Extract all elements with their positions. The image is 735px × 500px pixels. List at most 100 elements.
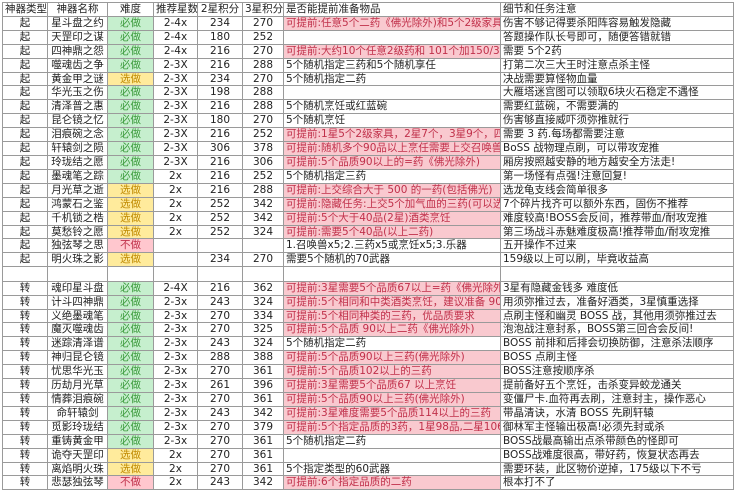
cell-prep-items[interactable]: 可提前:5个品质90以上的=药《佛光除外) <box>283 154 501 170</box>
cell-prep-items[interactable]: 可提前:上交综合大于 500 的一药(包括佛光) <box>283 182 501 198</box>
cell-three-star-score[interactable]: 361 <box>242 461 284 477</box>
cell-notes[interactable]: 需要 5个2药 <box>500 43 734 59</box>
cell-prep-items[interactable]: 可提前:5个品质90以上三药(佛光除外) <box>283 391 501 407</box>
cell-artifact-type[interactable]: 转 <box>2 294 48 310</box>
cell-prep-items[interactable]: 5个随机指定二药 <box>283 433 501 449</box>
cell-two-star-score[interactable]: 252 <box>197 210 243 226</box>
cell-recommended-stars[interactable]: 2-3x <box>153 391 198 407</box>
cell-notes[interactable]: 需要环装，此区物价逆掉，175级以下不亏 <box>500 461 734 477</box>
cell-artifact-type[interactable]: 转 <box>2 419 48 435</box>
cell-notes[interactable]: BOSS战最高输出点杀带颜色的怪即可 <box>500 433 734 449</box>
cell-difficulty[interactable]: 必做 <box>107 433 154 449</box>
cell-difficulty[interactable]: 必做 <box>107 168 154 184</box>
cell-two-star-score[interactable]: 243 <box>197 294 243 310</box>
cell-notes[interactable]: 需要 3 药.每场都需要注意 <box>500 127 734 143</box>
cell-three-star-score[interactable]: 379 <box>242 419 284 435</box>
cell-recommended-stars[interactable]: 2x <box>153 475 198 491</box>
cell-two-star-score[interactable]: 288 <box>197 350 243 366</box>
cell-two-star-score[interactable]: 180 <box>197 29 243 45</box>
cell-difficulty[interactable]: 选做 <box>107 71 154 87</box>
cell-artifact-name[interactable]: 迷踪清泽谱 <box>47 336 108 352</box>
cell-prep-items[interactable]: 可提前:5个品质90以上三药(佛光除外) <box>283 350 501 366</box>
cell-three-star-score[interactable]: 324 <box>242 224 284 240</box>
cell-difficulty[interactable]: 必做 <box>107 99 154 115</box>
cell-notes[interactable]: 伤害够直接威吓须弥推就行 <box>500 113 734 129</box>
cell-difficulty[interactable]: 必做 <box>107 113 154 129</box>
cell-recommended-stars[interactable] <box>153 238 198 254</box>
cell-artifact-name[interactable]: 莫愁铃之愿 <box>47 224 108 240</box>
cell-difficulty[interactable]: 必做 <box>107 405 154 421</box>
cell-three-star-score[interactable]: 378 <box>242 141 284 156</box>
column-header-two-star-score[interactable]: 2星积分 <box>197 2 243 17</box>
cell-artifact-type[interactable]: 转 <box>2 336 48 352</box>
cell-artifact-type[interactable]: 转 <box>2 364 48 380</box>
column-header-artifact-type[interactable]: 神器类型 <box>2 2 48 17</box>
cell-difficulty[interactable]: 必做 <box>107 350 154 366</box>
cell-artifact-type[interactable]: 转 <box>2 475 48 491</box>
cell-artifact-name[interactable]: 鸿蒙石之鉴 <box>47 196 108 212</box>
cell-two-star-score[interactable]: 198 <box>197 85 243 101</box>
cell-two-star-score[interactable]: 243 <box>197 475 243 491</box>
cell-prep-items[interactable] <box>283 85 501 101</box>
cell-two-star-score[interactable]: 270 <box>197 322 243 338</box>
empty-cell[interactable] <box>153 266 198 282</box>
cell-recommended-stars[interactable]: 2x <box>153 210 198 226</box>
cell-prep-items[interactable]: 需要5个随机的70武器 <box>283 252 501 268</box>
cell-recommended-stars[interactable]: 2-4x <box>153 29 198 45</box>
cell-two-star-score[interactable]: 270 <box>197 364 243 380</box>
cell-two-star-score[interactable]: 252 <box>197 196 243 212</box>
cell-notes[interactable]: 御林军主怪输出极高!必须先封或杀 <box>500 419 734 435</box>
cell-two-star-score[interactable]: 243 <box>197 405 243 421</box>
cell-two-star-score[interactable]: 270 <box>197 419 243 435</box>
cell-three-star-score[interactable]: 270 <box>242 15 284 31</box>
cell-two-star-score[interactable]: 234 <box>197 252 243 268</box>
cell-three-star-score[interactable]: 325 <box>242 322 284 338</box>
cell-two-star-score[interactable]: 261 <box>197 378 243 393</box>
cell-artifact-type[interactable]: 起 <box>2 57 48 73</box>
cell-recommended-stars[interactable]: 2-3X <box>153 154 198 170</box>
cell-recommended-stars[interactable]: 2-3x <box>153 322 198 338</box>
cell-recommended-stars[interactable]: 2-3X <box>153 71 198 87</box>
cell-difficulty[interactable]: 选做 <box>107 196 154 212</box>
cell-artifact-name[interactable]: 清泽普之惠 <box>47 99 108 115</box>
cell-recommended-stars[interactable]: 2-3x <box>153 336 198 352</box>
cell-artifact-type[interactable]: 起 <box>2 154 48 170</box>
cell-artifact-type[interactable]: 起 <box>2 182 48 198</box>
cell-three-star-score[interactable]: 252 <box>242 168 284 184</box>
cell-two-star-score[interactable]: 234 <box>197 71 243 87</box>
cell-notes[interactable]: BoSS 战物理点刷，可以带攻宠推 <box>500 141 734 156</box>
cell-notes[interactable]: BOSS战难度很高，带好药，恢复状态再去 <box>500 447 734 463</box>
cell-recommended-stars[interactable]: 2-3X <box>153 99 198 115</box>
cell-three-star-score[interactable]: 342 <box>242 210 284 226</box>
cell-difficulty[interactable]: 必做 <box>107 294 154 310</box>
cell-difficulty[interactable]: 必做 <box>107 391 154 407</box>
cell-artifact-name[interactable]: 诡夺天罡印 <box>47 447 108 463</box>
cell-artifact-type[interactable]: 起 <box>2 210 48 226</box>
cell-difficulty[interactable]: 必做 <box>107 141 154 156</box>
cell-artifact-name[interactable]: 泪痕碗之念 <box>47 127 108 143</box>
cell-artifact-type[interactable]: 转 <box>2 378 48 393</box>
cell-prep-items[interactable]: 可提前:5个品质102以上的三药 <box>283 364 501 380</box>
cell-recommended-stars[interactable]: 2-3x <box>153 433 198 449</box>
cell-recommended-stars[interactable] <box>153 252 198 268</box>
cell-three-star-score[interactable]: 288 <box>242 99 284 115</box>
cell-artifact-type[interactable]: 起 <box>2 43 48 59</box>
cell-artifact-type[interactable]: 起 <box>2 15 48 31</box>
cell-recommended-stars[interactable]: 2-3X <box>153 141 198 156</box>
cell-artifact-type[interactable]: 起 <box>2 85 48 101</box>
cell-artifact-name[interactable]: 离焰明火珠 <box>47 461 108 477</box>
cell-artifact-name[interactable]: 义绝墨魂笔 <box>47 308 108 324</box>
cell-two-star-score[interactable] <box>197 238 243 254</box>
cell-prep-items[interactable]: 可提前:3星需要5个品质67 以上烹饪 <box>283 378 501 393</box>
cell-artifact-name[interactable]: 计斗四神鼎 <box>47 294 108 310</box>
cell-difficulty[interactable]: 必做 <box>107 15 154 31</box>
cell-three-star-score[interactable]: 362 <box>242 280 284 296</box>
cell-recommended-stars[interactable]: 2x <box>153 461 198 477</box>
column-header-three-star-score[interactable]: 3星积分 <box>242 2 284 17</box>
cell-difficulty[interactable]: 必做 <box>107 57 154 73</box>
empty-cell[interactable] <box>107 266 154 282</box>
cell-difficulty[interactable]: 必做 <box>107 43 154 59</box>
cell-prep-items[interactable]: 可提前:随机多个90品以上烹任需要上交召唤兽:蛟龙、老虎 <box>283 141 501 156</box>
cell-two-star-score[interactable]: 243 <box>197 336 243 352</box>
cell-notes[interactable]: BOSS注意按顺序杀 <box>500 364 734 380</box>
